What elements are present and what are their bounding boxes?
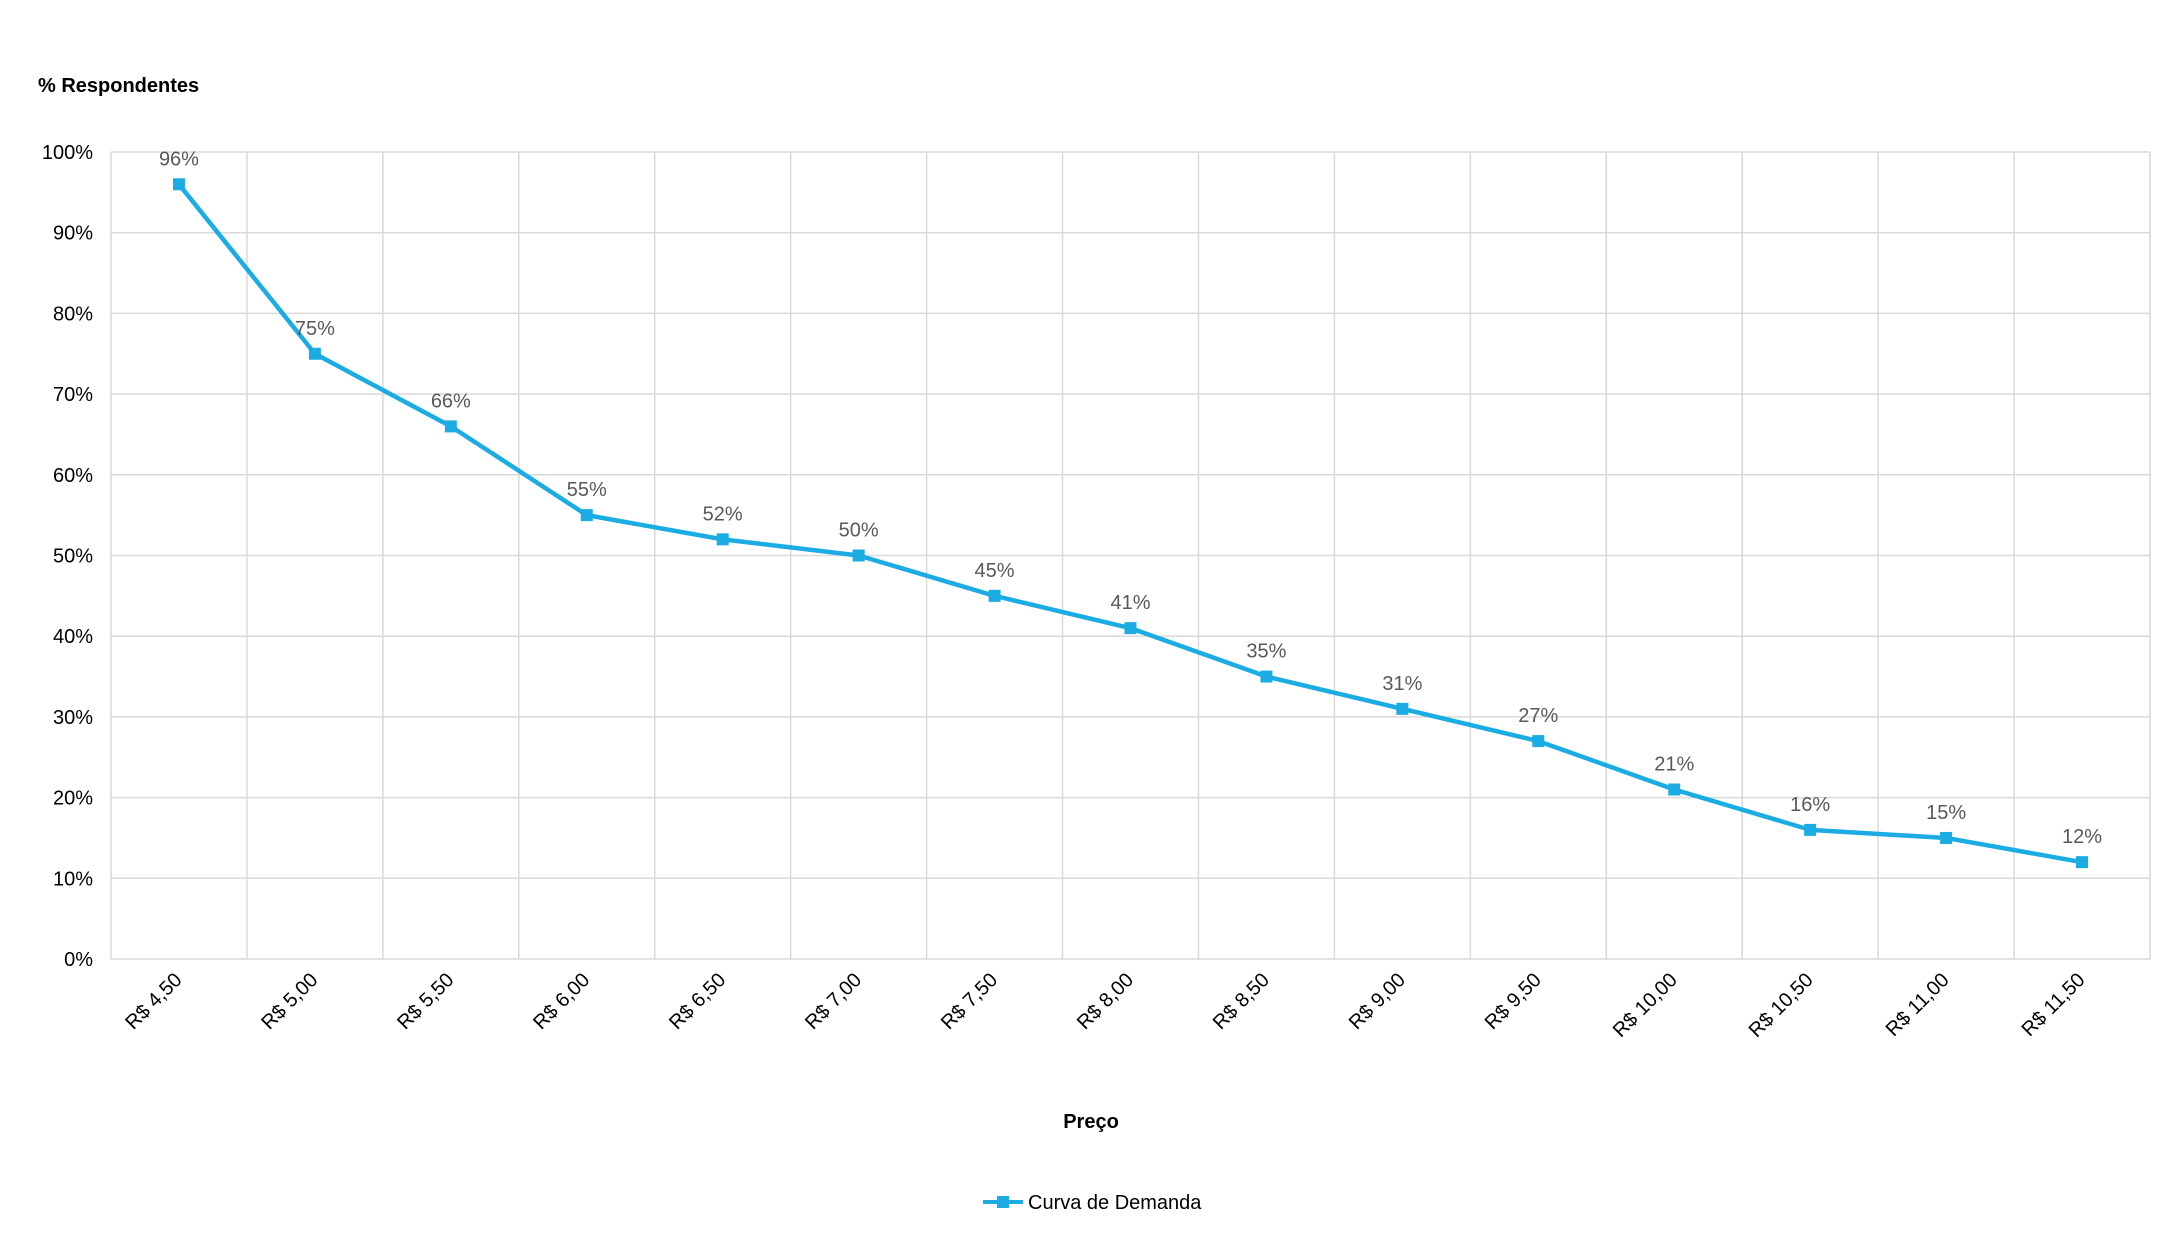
data-point-marker [1124, 622, 1137, 635]
data-label: 41% [1110, 592, 1150, 614]
y-tick-label: 90% [53, 223, 93, 245]
x-tick-label: R$ 10,50 [1745, 969, 1818, 1042]
data-label: 31% [1382, 673, 1422, 695]
data-point-marker [716, 533, 729, 546]
data-label: 15% [1926, 802, 1966, 824]
y-tick-label: 0% [64, 949, 93, 971]
x-tick-label: R$ 10,00 [1609, 969, 1682, 1042]
data-point-marker [1260, 670, 1273, 683]
x-axis-ticks: R$ 4,50 R$ 5,00 R$ 5,50 R$ 6,00 R$ 6,50 R$ 7,… [121, 969, 2089, 1042]
data-point-marker [1396, 702, 1409, 715]
data-label: 75% [295, 318, 335, 340]
y-tick-label: 10% [53, 868, 93, 890]
data-point-marker [1532, 735, 1545, 748]
data-point-marker [1940, 831, 1953, 844]
series-line [177, 182, 2083, 865]
x-tick-label: R$ 11,50 [2018, 969, 2090, 1041]
data-point-marker [1668, 783, 1681, 796]
data-label: 45% [975, 560, 1015, 582]
x-tick-label: R$ 9,50 [1481, 969, 1546, 1034]
x-tick-label: R$ 5,00 [257, 969, 322, 1034]
y-tick-label: 50% [53, 546, 93, 568]
y-tick-label: 100% [42, 142, 93, 164]
y-tick-label: 80% [53, 303, 93, 325]
data-label: 21% [1654, 754, 1694, 776]
data-point-marker [308, 347, 321, 360]
y-tick-label: 70% [53, 384, 93, 406]
x-tick-label: R$ 9,00 [1345, 969, 1410, 1034]
data-label: 50% [839, 520, 879, 542]
legend-marker-icon [997, 1196, 1009, 1208]
legend: Curva de Demanda [983, 1192, 1202, 1214]
y-tick-label: 20% [53, 788, 93, 810]
data-label: 52% [703, 503, 743, 525]
data-label: 66% [431, 390, 471, 412]
data-point-marker [1804, 823, 1817, 836]
data-label: 12% [2062, 826, 2102, 848]
data-point-marker [172, 178, 185, 191]
x-tick-label: R$ 5,50 [393, 969, 458, 1034]
data-label: 27% [1518, 705, 1558, 727]
gridlines [110, 151, 2151, 960]
x-tick-label: R$ 8,50 [1209, 969, 1274, 1034]
data-point-marker [444, 420, 457, 433]
x-tick-label: R$ 6,00 [529, 969, 594, 1034]
data-label: 96% [159, 148, 199, 170]
data-label: 55% [567, 479, 607, 501]
y-axis-title: % Respondentes [38, 75, 199, 97]
legend-label: Curva de Demanda [1028, 1192, 1202, 1214]
series-curva-de-demanda [172, 178, 2089, 869]
data-point-marker [988, 589, 1001, 602]
x-tick-label: R$ 4,50 [121, 969, 186, 1034]
y-tick-label: 60% [53, 465, 93, 487]
x-tick-label: R$ 7,00 [801, 969, 866, 1034]
y-tick-label: 30% [53, 707, 93, 729]
x-tick-label: R$ 8,00 [1073, 969, 1138, 1034]
data-point-marker [852, 549, 865, 562]
data-point-marker [2076, 856, 2089, 869]
y-axis-ticks: 0% 10% 20% 30% 40% 50% 60% 70% 80% 90% 100% [42, 142, 93, 971]
data-label: 35% [1246, 641, 1286, 663]
x-tick-label: R$ 11,00 [1882, 969, 1954, 1041]
y-tick-label: 40% [53, 626, 93, 648]
data-point-marker [580, 509, 593, 522]
x-axis-title: Preço [1063, 1111, 1119, 1133]
x-tick-label: R$ 7,50 [937, 969, 1002, 1034]
x-tick-label: R$ 6,50 [665, 969, 730, 1034]
data-labels: 96% 75% 66% 55% 52% 50% 45% 41% 35% 31% 27% 21% 16% 1… [159, 148, 2102, 848]
data-label: 16% [1790, 794, 1830, 816]
